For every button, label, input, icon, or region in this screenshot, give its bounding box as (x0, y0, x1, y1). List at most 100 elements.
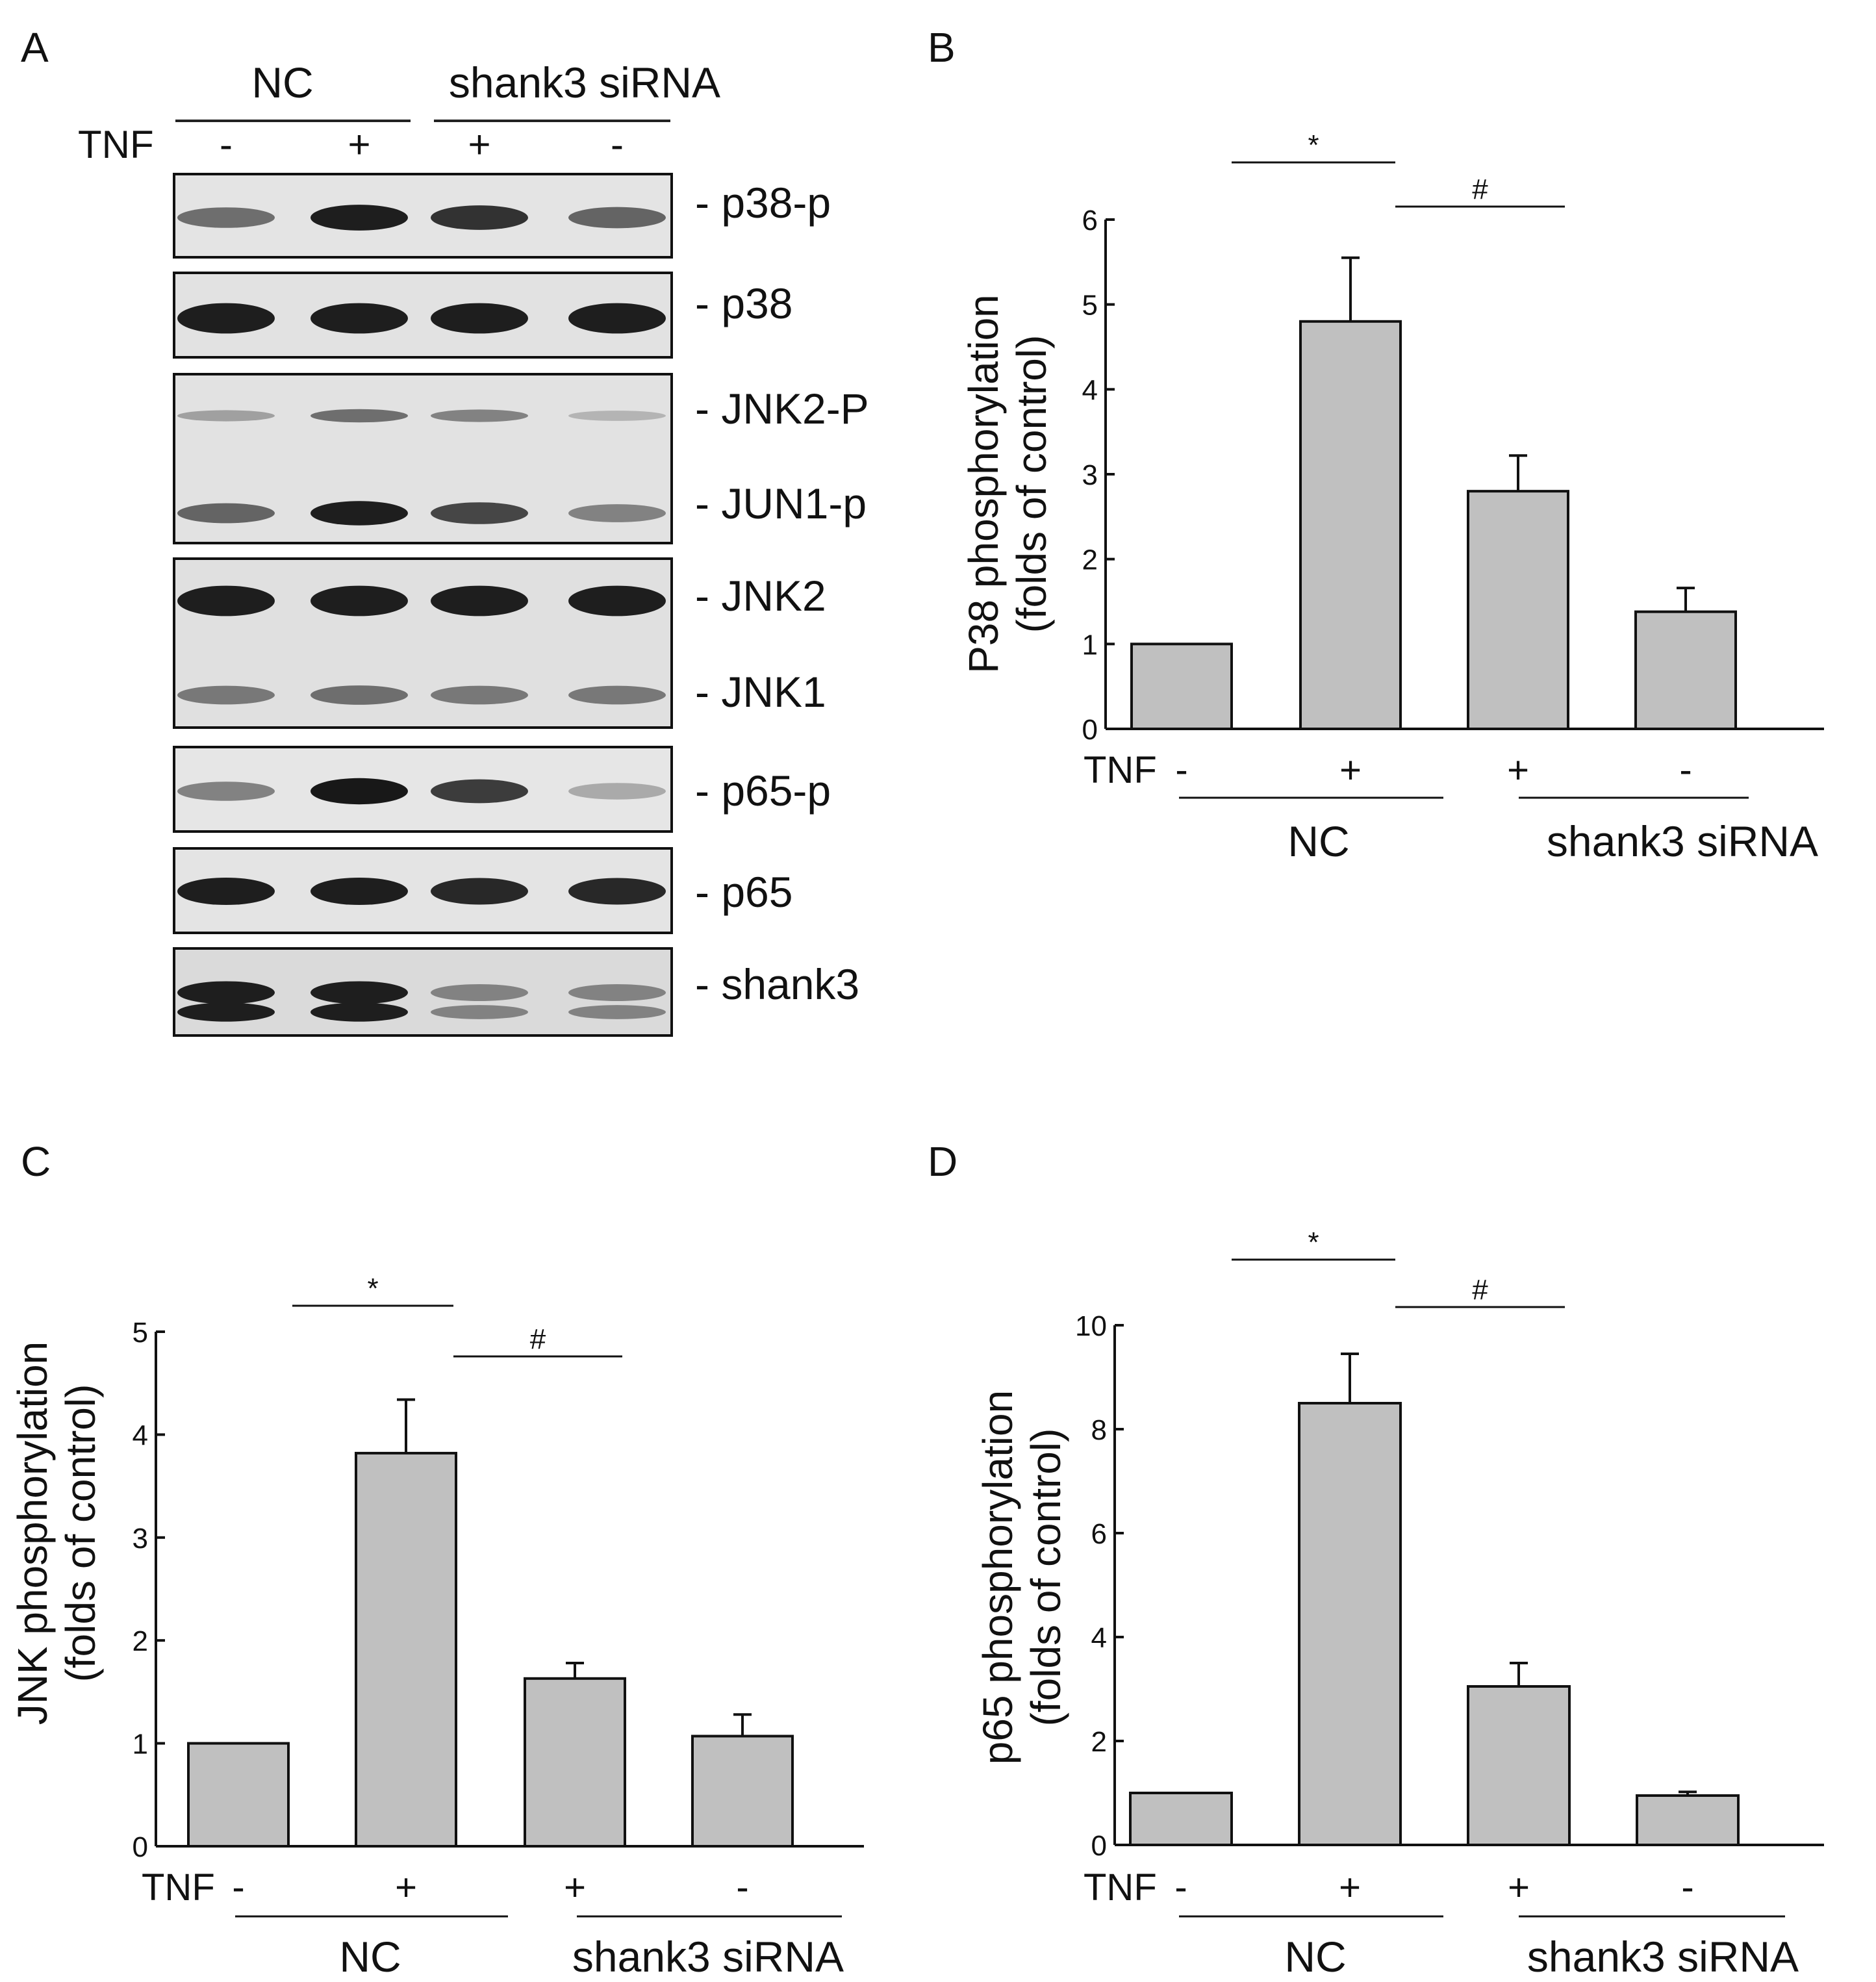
blot-tnf-sign-1: - (220, 123, 233, 166)
panel-label-a: A (21, 24, 49, 71)
chart-b-group-label-2: shank3 siRNA (1547, 817, 1818, 865)
band-label-p38: - p38 (695, 279, 792, 327)
chart-d-tnf-sign-4: - (1681, 1866, 1693, 1909)
blot-band-7-lane-4 (568, 783, 666, 800)
blot-band-6-lane-1 (177, 685, 275, 705)
blot-band-7-lane-1 (177, 781, 275, 801)
blot-band-4-lane-3 (431, 502, 528, 524)
blot-tnf-label: TNF (78, 123, 154, 166)
chart-d-ylabel-line2: (folds of control) (1022, 1429, 1069, 1727)
chart-d-ytick-label-0: 0 (1091, 1830, 1107, 1862)
chart-c-ytick-label-4: 4 (133, 1419, 148, 1451)
blot-band-6-lane-2 (311, 685, 408, 705)
band-label-p38p: - p38-p (695, 179, 831, 227)
chart-c-bar-1 (187, 1742, 290, 1848)
blot-band-3-lane-4 (568, 411, 666, 421)
blot-band-2-lane-2 (311, 303, 408, 334)
chart-d-ytick-label-4: 8 (1091, 1414, 1107, 1446)
band-label-p65: - p65 (695, 868, 792, 916)
chart-d-tnf-sign-2: + (1339, 1866, 1361, 1909)
chart-b-ytick-label-2: 2 (1082, 544, 1098, 576)
chart-c-tnf-sign-2: + (395, 1866, 417, 1909)
band-label-jnk2p: - JNK2-P (695, 385, 869, 433)
chart-b-tnf-sign-3: + (1507, 749, 1529, 791)
chart-d-tnf-label: TNF (1084, 1866, 1157, 1909)
blot-band-9-lane-3 (431, 984, 528, 1002)
band-label-jnk2: - JNK2 (695, 572, 826, 620)
chart-d-tnf-sign-3: + (1508, 1866, 1530, 1909)
chart-c-ylabel-line1: JNK phosphorylation (9, 1341, 56, 1725)
blot-band-9-lane-4-lower (568, 1005, 666, 1019)
panel-label-c: C (21, 1138, 51, 1185)
chart-b-group-label-1: NC (1287, 817, 1349, 865)
chart-d-group-label-1: NC (1284, 1933, 1346, 1981)
chart-c-bar-3 (524, 1677, 626, 1848)
blot-band-5-lane-3 (431, 585, 528, 616)
blot-band-7-lane-3 (431, 779, 528, 804)
chart-b-bar-3 (1467, 490, 1569, 731)
chart-b-ytick-label-6: 6 (1082, 205, 1098, 236)
blot-band-5-lane-4 (568, 585, 666, 616)
chart-b-bar-1 (1130, 642, 1233, 730)
chart-b-ytick-label-0: 0 (1082, 714, 1098, 746)
chart-d-ytick-label-2: 4 (1091, 1622, 1107, 1654)
chart-b-sig-mark-2: # (1472, 173, 1488, 205)
blot-band-9-lane-3-lower (431, 1005, 528, 1019)
blot-band-3-lane-2 (311, 409, 408, 423)
panel-label-d: D (928, 1138, 957, 1185)
chart-d-bar-1 (1129, 1792, 1233, 1846)
blot-group-label-shank3-sirna: shank3 siRNA (449, 58, 720, 107)
blot-band-6-lane-4 (568, 685, 666, 705)
chart-b-ytick-label-3: 3 (1082, 459, 1098, 491)
chart-c: JNK phosphorylation (folds of control) 0… (9, 1273, 864, 1981)
blot-band-9-lane-4 (568, 984, 666, 1002)
chart-c-sig-mark-1: * (367, 1273, 378, 1304)
blot-band-8-lane-3 (431, 878, 528, 905)
chart-b: P38 phosphorylation (folds of control) 0… (960, 129, 1824, 865)
chart-c-tnf-sign-4: - (736, 1866, 748, 1909)
blot-band-2-lane-3 (431, 303, 528, 334)
blot-band-1-lane-4 (568, 207, 666, 229)
blot-band-5-lane-2 (311, 585, 408, 616)
chart-b-tnf-sign-1: - (1175, 749, 1187, 791)
chart-d-ytick-label-5: 10 (1075, 1310, 1107, 1342)
chart-b-tnf-label: TNF (1084, 749, 1157, 791)
chart-c-ytick-label-2: 2 (133, 1625, 148, 1657)
blot-band-8-lane-1 (177, 877, 275, 906)
chart-d-bar-3 (1467, 1685, 1571, 1846)
chart-c-ytick-label-3: 3 (133, 1523, 148, 1555)
chart-b-ytick-label-5: 5 (1082, 290, 1098, 322)
blot-band-1-lane-1 (177, 207, 275, 228)
chart-b-tnf-sign-2: + (1339, 749, 1362, 791)
chart-c-bar-4 (691, 1734, 794, 1848)
blot-bands (177, 205, 666, 1022)
chart-d-ytick-label-1: 2 (1091, 1726, 1107, 1758)
chart-d-ytick-label-3: 6 (1091, 1518, 1107, 1550)
chart-c-ylabel-line2: (folds of control) (57, 1384, 104, 1683)
chart-c-ytick-label-5: 5 (133, 1317, 148, 1349)
chart-b-ylabel-line2: (folds of control) (1008, 335, 1055, 633)
blot-band-9-lane-1 (177, 981, 275, 1004)
blot-band-1-lane-3 (431, 205, 528, 230)
chart-c-tnf-label: TNF (142, 1866, 215, 1909)
blot-band-4-lane-2 (311, 501, 408, 526)
blot-band-2-lane-4 (568, 303, 666, 334)
chart-b-ytick-label-4: 4 (1082, 374, 1098, 406)
blot-tnf-sign-2: + (348, 123, 370, 166)
blot-band-7-lane-2 (311, 778, 408, 805)
chart-d-group-label-2: shank3 siRNA (1527, 1933, 1799, 1981)
blot-band-6-lane-3 (431, 685, 528, 705)
blot-band-4-lane-4 (568, 504, 666, 522)
blot-band-3-lane-1 (177, 410, 275, 422)
blot-band-5-lane-1 (177, 585, 275, 616)
chart-b-bar-2 (1299, 320, 1402, 730)
blot-band-8-lane-2 (311, 877, 408, 906)
chart-c-tnf-sign-1: - (232, 1866, 244, 1909)
chart-d-tnf-sign-1: - (1174, 1866, 1187, 1909)
chart-c-ytick-label-0: 0 (133, 1831, 148, 1863)
chart-c-group-label-2: shank3 siRNA (572, 1933, 844, 1981)
chart-d-sig-mark-1: * (1308, 1226, 1319, 1258)
blot-tnf-sign-3: + (468, 123, 490, 166)
chart-c-group-label-1: NC (339, 1933, 401, 1981)
